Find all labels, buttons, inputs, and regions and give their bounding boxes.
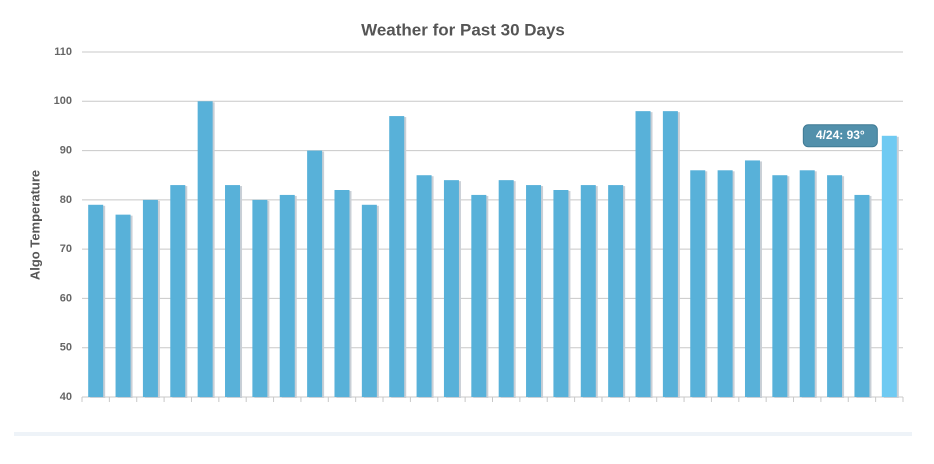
bar: [471, 194, 487, 397]
bar: [717, 170, 733, 397]
y-axis-label: Algo Temperature: [27, 170, 42, 280]
bar: [443, 180, 459, 397]
y-tick-label: 100: [54, 95, 72, 107]
bar: [662, 111, 678, 398]
bar: [498, 180, 514, 397]
bar: [580, 185, 596, 397]
y-tick-label: 50: [60, 342, 72, 354]
bar: [142, 199, 158, 397]
bar: [279, 194, 295, 397]
y-tick-label: 80: [60, 194, 72, 206]
chart-title: Weather for Past 30 Days: [361, 20, 565, 39]
tooltip-text: 4/24: 93°: [816, 128, 865, 142]
bar: [307, 150, 323, 397]
bar: [553, 190, 569, 397]
bar: [608, 185, 624, 397]
y-tick-label: 40: [60, 391, 72, 403]
bar: [197, 101, 213, 398]
bar: [827, 175, 843, 397]
bar: [252, 199, 268, 397]
bar: [854, 194, 870, 397]
bar: [225, 185, 241, 397]
bar: [170, 185, 186, 397]
bar: [526, 185, 542, 397]
footer-strip: [14, 432, 912, 436]
bar: [881, 135, 897, 398]
bar: [115, 214, 131, 397]
bar: [389, 116, 405, 398]
tooltip-box: [802, 124, 878, 148]
bar: [744, 160, 760, 397]
bar: [88, 204, 104, 397]
bar: [772, 175, 788, 397]
y-tick-label: 70: [60, 243, 72, 255]
y-tick-label: 60: [60, 292, 72, 304]
y-tick-label: 110: [54, 46, 72, 58]
bar: [416, 175, 432, 397]
bar: [334, 190, 350, 397]
bar: [635, 111, 651, 398]
y-tick-label: 90: [60, 144, 72, 156]
bar: [799, 170, 815, 397]
bar: [690, 170, 706, 397]
bar: [361, 204, 377, 397]
